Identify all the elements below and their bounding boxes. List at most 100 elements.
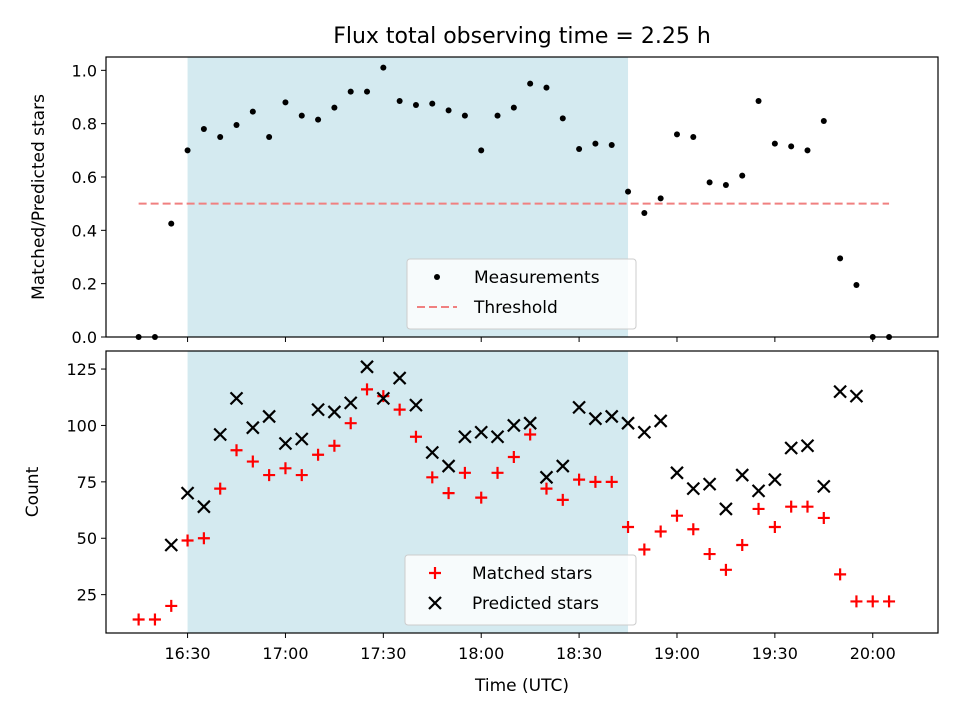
measurement-point: [184, 147, 191, 154]
matched-star-point: [197, 532, 210, 545]
matched-star-point: [132, 613, 145, 626]
predicted-star-point: [197, 499, 211, 514]
y-tick-label: 0.0: [72, 328, 97, 347]
matched-star-point: [850, 595, 863, 608]
predicted-star-point: [784, 441, 798, 455]
predicted-star-point: [572, 400, 586, 415]
matched-star-point: [736, 539, 749, 552]
x-tick-label: 17:00: [262, 644, 308, 663]
matched-star-point: [148, 613, 161, 626]
measurement-point: [510, 104, 517, 111]
matched-star-point: [312, 448, 325, 461]
measurement-point: [380, 64, 387, 71]
measurement-point: [608, 142, 615, 148]
matched-star-point: [458, 466, 471, 479]
matched-star-point: [442, 487, 455, 500]
y-tick-label: 0.6: [72, 168, 97, 187]
measurement-point: [771, 140, 778, 147]
predicted-star-point: [523, 416, 537, 430]
measurement-point: [788, 143, 795, 150]
measurement-point: [315, 116, 322, 123]
matched-star-point: [703, 548, 716, 561]
predicted-star-point: [392, 371, 407, 385]
matched-star-point: [246, 455, 259, 468]
measurement-point: [331, 104, 338, 111]
predicted-star-point: [246, 420, 260, 435]
matched-star-point: [393, 403, 406, 416]
matched-star-point: [540, 482, 553, 495]
count-axes-frame: [105, 350, 939, 634]
y-tick-label: 75: [77, 473, 97, 492]
predicted-star-point: [278, 436, 293, 451]
predicted-star-point: [180, 486, 195, 500]
matched-star-point: [475, 491, 488, 504]
x-tick-label: 19:30: [752, 644, 798, 663]
measurement-point: [690, 134, 697, 140]
ratio-marks: [135, 64, 893, 340]
ratio-y-axis-label: Matched/Predicted stars: [29, 94, 49, 300]
legend-x-icon: [428, 596, 442, 610]
matched-star-point: [344, 417, 357, 430]
legend-box: [404, 554, 637, 626]
measurement-point: [592, 140, 599, 147]
count-legend: Matched stars Predicted stars: [404, 554, 637, 626]
measurement-point: [559, 115, 566, 122]
predicted-star-point: [425, 445, 440, 460]
matched-star-point: [622, 520, 635, 533]
matched-star-point: [165, 599, 178, 612]
matched-star-point: [214, 482, 227, 495]
legend-label: Measurements: [474, 268, 600, 288]
predicted-star-point: [621, 416, 635, 430]
x-tick-label: 18:30: [556, 644, 602, 663]
matched-star-point: [834, 568, 847, 581]
matched-star-point: [181, 534, 194, 547]
matched-star-point: [768, 520, 781, 533]
predicted-star-point: [311, 402, 325, 417]
measurement-point: [412, 102, 419, 108]
matched-star-point: [654, 525, 667, 538]
y-tick-label: 0.4: [72, 221, 97, 240]
measurement-point: [576, 146, 583, 152]
measurement-point: [347, 88, 354, 95]
count-y-ticks: 25 50 75 100 125: [66, 360, 106, 605]
y-tick-label: 125: [66, 360, 97, 379]
predicted-star-point: [213, 427, 227, 442]
matched-star-point: [589, 475, 602, 488]
matched-star-point: [230, 444, 243, 457]
measurement-point: [200, 126, 207, 132]
measurement-point: [168, 220, 175, 227]
x-tick-label: 18:00: [458, 644, 504, 663]
matched-star-point: [785, 500, 798, 513]
predicted-star-point: [604, 409, 619, 424]
x-tick-label: 16:30: [165, 644, 211, 663]
matched-star-point: [361, 383, 374, 396]
predicted-star-point: [702, 477, 717, 491]
y-tick-label: 0.8: [72, 115, 97, 134]
y-tick-label: 100: [66, 416, 97, 435]
matched-star-point: [491, 466, 504, 479]
predicted-star-point: [262, 409, 276, 424]
predicted-star-point: [294, 432, 309, 446]
matched-star-point: [573, 473, 586, 486]
x-tick-label: 20:00: [850, 644, 896, 663]
matched-star-point: [866, 595, 879, 608]
measurement-point: [837, 255, 844, 262]
matched-star-point: [556, 493, 569, 506]
predicted-star-point: [343, 396, 358, 410]
predicted-star-point: [849, 389, 864, 403]
legend-dot-icon: [434, 274, 440, 280]
matched-star-point: [263, 469, 276, 482]
measurement-point: [217, 134, 224, 140]
x-axis-label: Time (UTC): [474, 676, 569, 696]
matched-star-point: [687, 523, 700, 536]
measurement-point: [706, 179, 713, 186]
measurement-point: [461, 112, 468, 119]
x-tick-label: 19:00: [654, 644, 700, 663]
measurement-point: [543, 84, 550, 91]
predicted-star-point: [751, 484, 766, 498]
measurement-point: [739, 172, 746, 179]
measurement-point: [804, 147, 811, 154]
measurement-point: [396, 98, 403, 104]
ratio-y-ticks: 0.0 0.2 0.4 0.6 0.8 1.0: [72, 61, 106, 347]
